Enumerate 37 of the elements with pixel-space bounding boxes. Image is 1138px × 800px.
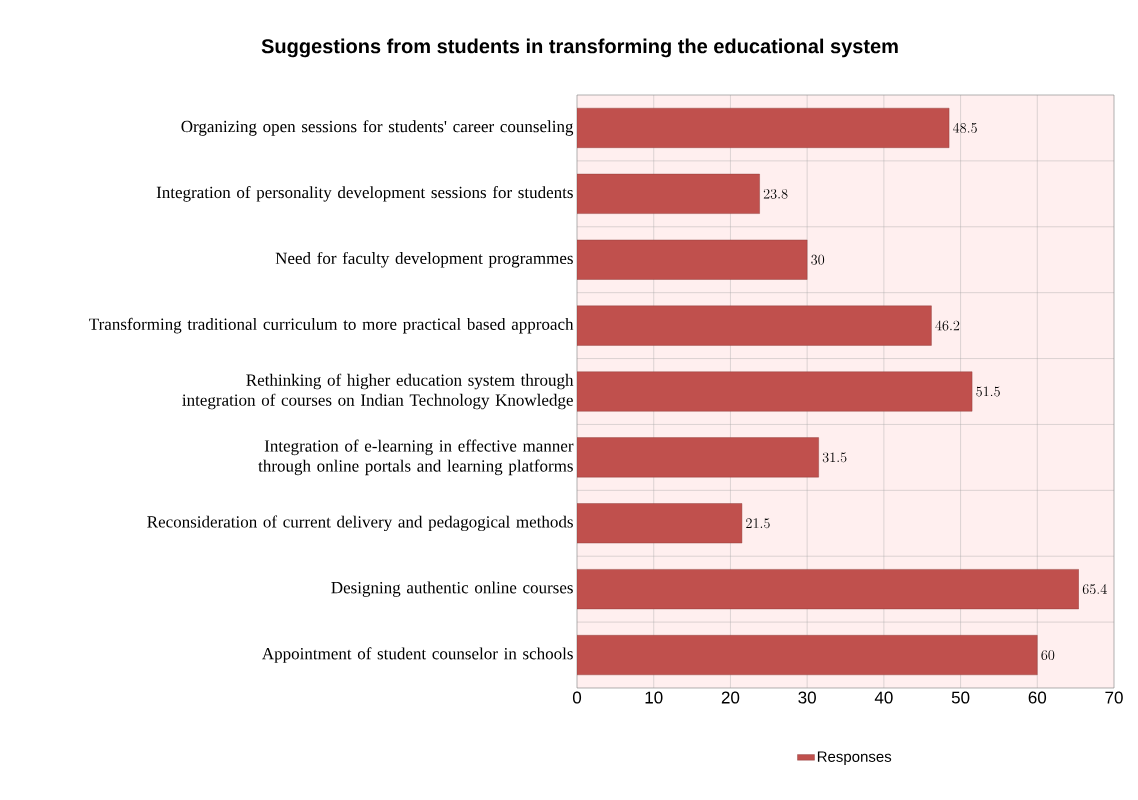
x-tick-label: 40 xyxy=(874,691,893,704)
bar xyxy=(577,437,819,478)
y-tick-label: Designing authentic online courses xyxy=(331,581,573,597)
bar xyxy=(577,635,1038,676)
data-label: 30 xyxy=(811,254,825,265)
data-label: 60 xyxy=(1041,650,1055,660)
x-tick-label: 30 xyxy=(798,691,816,704)
bar xyxy=(577,503,743,544)
y-tick-label: Need for faculty development programmes xyxy=(275,251,573,268)
y-tick-label: Transforming traditional curriculum to more practical based approach xyxy=(89,317,574,334)
data-label: 51 .5 xyxy=(976,386,1000,397)
y-tick-label: Reconsideration of current delivery and pedagogical methods xyxy=(147,515,573,532)
bar xyxy=(577,569,1079,610)
chart-title: Suggestions from students in transforming the educational system xyxy=(261,38,898,58)
x-tick-label: 60 xyxy=(1028,691,1047,704)
bar xyxy=(577,107,950,148)
x-tick-label: 50 xyxy=(951,691,970,704)
y-tick-label: Organizing open sessions for students' career counseling xyxy=(181,120,574,136)
y-tick-label: Integration of personality development sessions for students xyxy=(156,186,573,202)
y-tick-label: Appointment of student counselor in schools xyxy=(262,647,573,663)
data-label: 65.4 xyxy=(1082,584,1107,595)
bar xyxy=(577,173,760,214)
bar xyxy=(577,305,932,346)
y-tick-label: Rethinking of higher education system through integration of courses on Indian Technology Knowledge xyxy=(182,373,574,410)
data-label: 31 .5 xyxy=(822,452,847,463)
y-tick-label: Integration of e-learning in effective manner through online portals and learning platforms xyxy=(258,439,574,476)
x-tick-label: 10 xyxy=(645,691,663,704)
x-tick-label: 20 xyxy=(721,691,740,704)
bar xyxy=(577,371,973,412)
x-tick-label: 0 xyxy=(572,691,582,704)
legend-label: Responses xyxy=(817,751,892,765)
x-tick-label: 70 xyxy=(1105,691,1123,704)
data-label: 46.2 xyxy=(935,320,960,331)
data-label: 23.8 xyxy=(763,188,788,199)
data-label: 48.5 xyxy=(952,122,977,133)
bar xyxy=(577,239,808,280)
data-label: 21 .5 xyxy=(746,518,770,529)
